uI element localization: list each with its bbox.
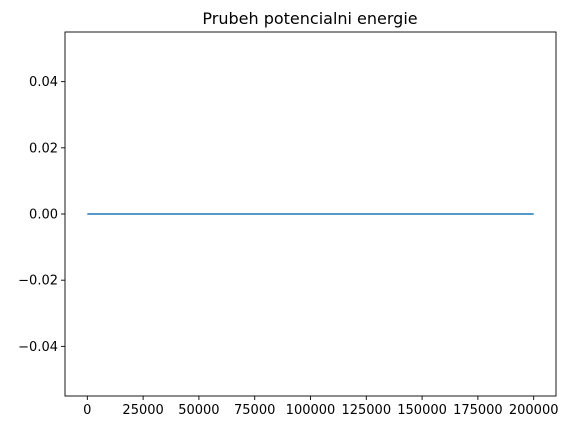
- chart-title: Prubeh potencialni energie: [202, 9, 417, 28]
- y-tick-label: 0.00: [29, 208, 58, 223]
- plot-frame: [64, 31, 557, 397]
- y-tick-label: −0.02: [18, 274, 58, 289]
- x-tick-label: 150000: [397, 403, 447, 418]
- x-tick-label: 50000: [178, 403, 219, 418]
- y-tick-label: 0.04: [29, 75, 58, 90]
- plot-area: 0 25000 50000 75000 100000 125000 150000 175000…: [18, 75, 558, 418]
- x-tick-label: 100000: [286, 403, 336, 418]
- x-tick-label: 25000: [122, 403, 163, 418]
- x-tick-label: 175000: [453, 403, 503, 418]
- y-tick-label: −0.04: [18, 340, 58, 355]
- x-tick-label: 200000: [509, 403, 559, 418]
- x-tick-label: 0: [83, 403, 91, 418]
- x-tick-label: 125000: [341, 403, 391, 418]
- y-tick-label: 0.02: [29, 141, 58, 156]
- x-tick-label: 75000: [234, 403, 275, 418]
